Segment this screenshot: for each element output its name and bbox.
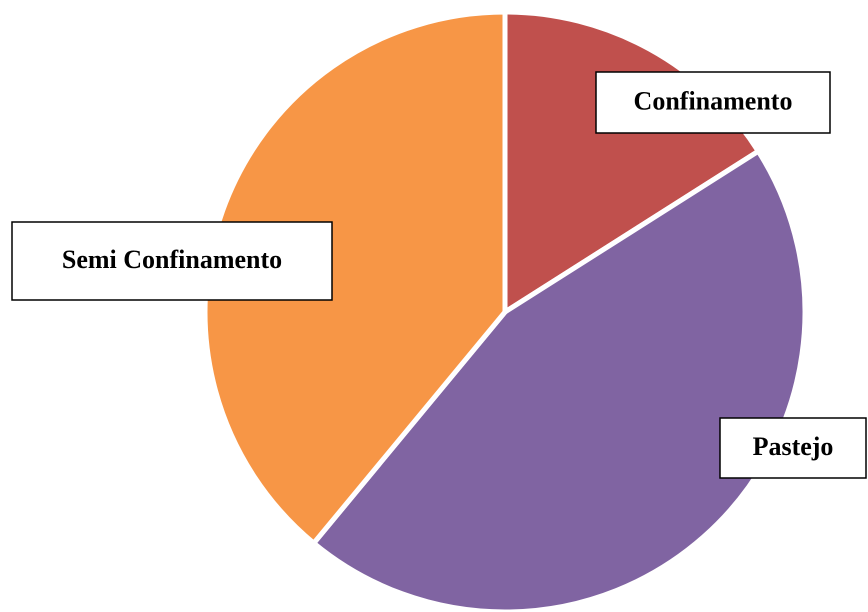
pie-slice: [311, 148, 808, 612]
label-box: [11, 221, 333, 301]
label-box: [595, 71, 831, 134]
slice-label: Pastejo: [753, 432, 834, 461]
pie-slice: [202, 9, 508, 546]
label-box: [719, 417, 867, 479]
slice-label: Confinamento: [634, 86, 793, 115]
slice-label: Semi Confinamento: [62, 245, 282, 274]
